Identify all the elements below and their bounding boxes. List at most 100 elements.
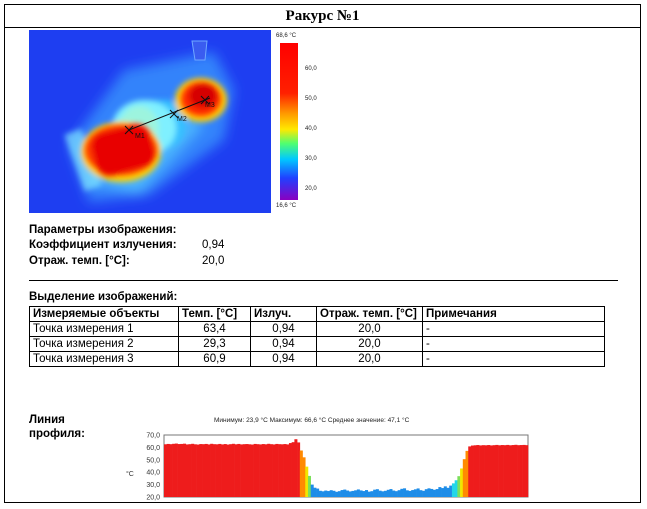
profile-bar: [275, 443, 279, 497]
profile-bar: [326, 491, 331, 497]
profile-bar: [384, 490, 388, 497]
profile-bar: [500, 445, 504, 497]
profile-bar: [484, 445, 488, 497]
profile-bar: [449, 485, 453, 497]
reflected-cell: 20,0: [316, 336, 423, 352]
profile-bar: [346, 490, 350, 497]
profile-bar: [259, 444, 263, 497]
y-tick-label: 70,0: [146, 433, 160, 440]
profile-bar: [185, 444, 189, 497]
profile-bar: [416, 488, 420, 497]
emissivity-value: 0,94: [202, 239, 225, 251]
profile-bar: [386, 489, 390, 497]
profile-bar: [435, 489, 439, 497]
svg-text:M3: M3: [205, 102, 215, 109]
profile-bar: [324, 490, 328, 497]
profile-bar: [365, 490, 369, 497]
profile-bar: [302, 457, 306, 497]
profile-bar: [522, 444, 526, 497]
profile-bar: [487, 445, 491, 497]
profile-bar: [240, 444, 244, 497]
col-header-notes: Примечания: [422, 306, 605, 322]
profile-bar: [237, 443, 241, 497]
profile-bar: [204, 443, 208, 497]
profile-bar: [443, 486, 447, 497]
image-params-heading: Параметры изображения:: [29, 224, 177, 236]
profile-bar: [481, 445, 485, 497]
profile-bar: [202, 444, 206, 497]
profile-bar: [441, 488, 445, 497]
profile-bar: [367, 491, 371, 497]
profile-bar: [174, 443, 178, 497]
reflected-temp-value: 20,0: [202, 255, 225, 267]
profile-bar: [221, 444, 225, 497]
y-tick-label: 50,0: [146, 457, 160, 464]
profile-bar: [343, 489, 347, 497]
profile-bar: [457, 476, 461, 497]
profile-bar: [419, 490, 423, 497]
marker-m1: M1: [124, 125, 145, 140]
table-header-row: Измеряемые объекты Темп. [°C] Излуч. Отр…: [29, 306, 605, 322]
profile-bar: [223, 444, 227, 497]
reflected-cell: 20,0: [316, 351, 423, 367]
temp-cell: 29,3: [178, 336, 251, 352]
profile-bar: [340, 490, 344, 497]
profile-chart: 70,0 60,0 50,0 40,0 30,0 20,0 °C: [126, 433, 529, 501]
profile-bar: [354, 490, 358, 497]
profile-bar: [348, 491, 352, 497]
scale-max-label: 68,6 °C: [276, 33, 297, 39]
profile-bar: [438, 487, 442, 497]
profile-bar: [476, 445, 480, 497]
profile-bar: [215, 444, 219, 497]
table-row: Точка измерения 2 29,3 0,94 20,0 -: [29, 336, 605, 352]
report-title: Ракурс №1: [4, 4, 641, 28]
profile-bar: [492, 445, 496, 497]
scale-tick: 40,0: [305, 126, 317, 132]
profile-bar: [264, 444, 268, 497]
profile-bar: [359, 490, 363, 497]
profile-bar: [291, 442, 295, 497]
profile-bar: [278, 444, 282, 497]
profile-label-line2: профиля:: [29, 428, 85, 440]
profile-bar: [479, 445, 483, 497]
svg-text:M2: M2: [177, 116, 187, 123]
profile-bar: [313, 487, 317, 497]
profile-bar: [267, 443, 271, 497]
table-row: Точка измерения 3 60,9 0,94 20,0 -: [29, 351, 605, 367]
profile-bar: [514, 444, 518, 497]
scale-min-label: 16,6 °C: [276, 203, 297, 209]
marker-m2: M2: [169, 109, 187, 123]
profile-bar: [318, 490, 322, 497]
profile-bar: [378, 490, 382, 497]
emissivity-cell: 0,94: [250, 336, 317, 352]
notes-cell: -: [422, 336, 605, 352]
profile-bar: [381, 491, 385, 497]
profile-bar: [269, 444, 273, 497]
thermal-image: M1 M2 M3: [29, 30, 271, 213]
profile-bar: [503, 445, 507, 497]
col-header-object: Измеряемые объекты: [29, 306, 179, 322]
profile-bar: [473, 445, 477, 497]
notes-cell: -: [422, 321, 605, 337]
y-tick-label: 40,0: [146, 470, 160, 477]
profile-bar: [329, 490, 333, 497]
section-divider: [29, 280, 618, 281]
profile-bar: [403, 488, 407, 497]
y-axis-unit: °C: [126, 470, 134, 478]
profile-bar: [335, 491, 339, 497]
profile-bar: [177, 444, 181, 497]
profile-bar: [408, 490, 412, 497]
profile-bar: [356, 489, 360, 497]
profile-bar: [397, 490, 401, 497]
profile-bar: [261, 444, 265, 497]
object-cell: Точка измерения 3: [29, 351, 179, 367]
object-cell: Точка измерения 2: [29, 336, 179, 352]
profile-bar: [212, 444, 216, 497]
profile-bar: [207, 444, 211, 497]
profile-bar: [517, 445, 521, 497]
profile-bar: [196, 444, 200, 497]
profile-bar: [180, 443, 184, 497]
y-tick-label: 60,0: [146, 445, 160, 452]
svg-text:M1: M1: [135, 133, 145, 140]
profile-bar: [351, 490, 355, 497]
